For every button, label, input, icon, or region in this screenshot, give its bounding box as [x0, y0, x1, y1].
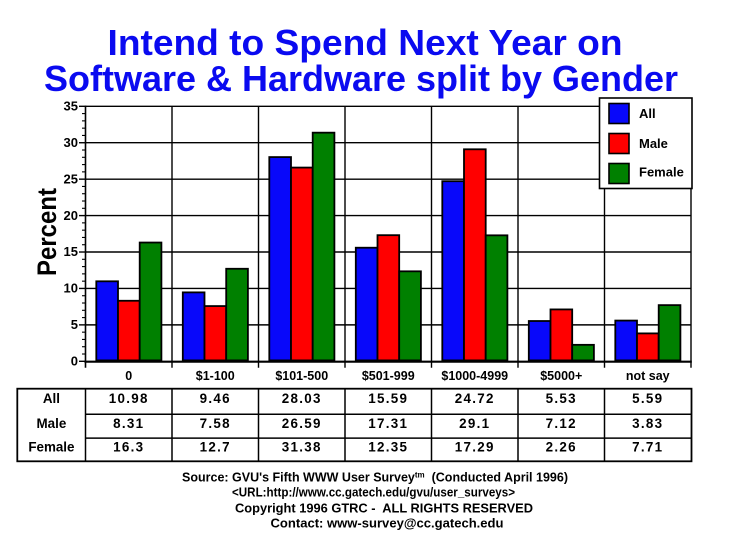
svg-text:Intend to Spend Next Year on: Intend to Spend Next Year on [108, 22, 623, 63]
svg-text:17.31: 17.31 [368, 416, 408, 431]
svg-text:Female: Female [28, 440, 74, 455]
svg-text:3.83: 3.83 [632, 416, 663, 431]
svg-text:5.59: 5.59 [632, 391, 663, 406]
svg-text:7.71: 7.71 [632, 440, 663, 455]
svg-text:Copyright 1996 GTRC - ALL RIG: Copyright 1996 GTRC - ALL RIGHTS RESERVE… [235, 502, 533, 516]
svg-text:$1-100: $1-100 [196, 369, 235, 383]
svg-text:All: All [639, 106, 656, 121]
svg-text:15.59: 15.59 [368, 391, 408, 406]
svg-text:7.58: 7.58 [200, 416, 231, 431]
svg-text:<URL:http://www.cc.gatech.edu/: <URL:http://www.cc.gatech.edu/gvu/user_s… [232, 486, 515, 500]
svg-text:8.31: 8.31 [113, 416, 144, 431]
svg-text:31.38: 31.38 [282, 440, 322, 455]
svg-text:$5000+: $5000+ [540, 369, 582, 383]
svg-text:26.59: 26.59 [282, 416, 322, 431]
svg-text:25: 25 [64, 171, 78, 186]
svg-text:9.46: 9.46 [200, 391, 231, 406]
svg-text:$501-999: $501-999 [362, 369, 415, 383]
svg-text:12.7: 12.7 [200, 440, 231, 455]
svg-text:15: 15 [64, 244, 78, 259]
svg-text:Source: GVU's Fifth WWW User S: Source: GVU's Fifth WWW User Surveytm (C… [182, 471, 568, 485]
svg-text:35: 35 [64, 99, 78, 114]
svg-text:10.98: 10.98 [109, 391, 149, 406]
svg-text:29.1: 29.1 [459, 416, 490, 431]
svg-text:2.26: 2.26 [546, 440, 577, 455]
svg-text:$101-500: $101-500 [275, 369, 328, 383]
svg-text:5.53: 5.53 [546, 391, 577, 406]
svg-text:All: All [43, 391, 60, 406]
svg-text:30: 30 [64, 135, 78, 150]
svg-text:20: 20 [64, 208, 78, 223]
svg-text:7.12: 7.12 [546, 416, 577, 431]
svg-text:not say: not say [626, 369, 670, 383]
svg-text:Percent: Percent [32, 188, 62, 276]
svg-text:Contact: www-survey@cc.gatech.: Contact: www-survey@cc.gatech.edu [271, 517, 504, 531]
svg-text:12.35: 12.35 [368, 440, 408, 455]
svg-text:24.72: 24.72 [455, 391, 495, 406]
svg-text:Male: Male [639, 136, 668, 151]
svg-text:0: 0 [71, 354, 78, 369]
svg-text:Software & Hardware split by G: Software & Hardware split by Gender [44, 58, 678, 99]
svg-text:17.29: 17.29 [455, 440, 495, 455]
svg-text:0: 0 [125, 369, 132, 383]
svg-text:5: 5 [71, 317, 78, 332]
svg-text:Male: Male [37, 416, 67, 431]
svg-text:16.3: 16.3 [113, 440, 144, 455]
svg-text:Female: Female [639, 165, 684, 180]
svg-text:28.03: 28.03 [282, 391, 322, 406]
svg-text:$1000-4999: $1000-4999 [441, 369, 508, 383]
svg-text:10: 10 [64, 281, 78, 296]
